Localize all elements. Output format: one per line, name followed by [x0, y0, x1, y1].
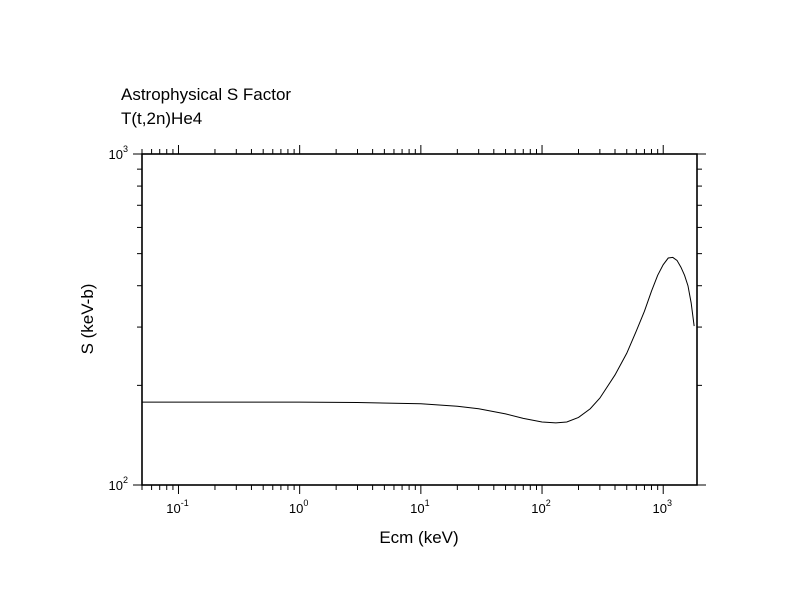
plot-frame: [141, 153, 698, 486]
x-tick-label: 102: [531, 498, 550, 516]
series-line: [142, 256, 695, 424]
ticks-layer: [133, 145, 706, 494]
x-tick-label: 10-1: [166, 498, 188, 516]
chart-subtitle: T(t,2n)He4: [121, 109, 202, 128]
x-tick-label: 103: [652, 498, 671, 516]
tick-labels-layer: 10-1 100 101 102 103 102 103: [109, 144, 672, 516]
x-axis-label: Ecm (keV): [379, 528, 458, 547]
x-tick-label: 101: [410, 498, 429, 516]
y-tick-label: 102: [109, 475, 128, 493]
y-tick-label: 103: [109, 144, 128, 162]
chart-title: Astrophysical S Factor: [121, 85, 291, 104]
x-tick-label: 100: [289, 498, 308, 516]
y-axis-label: S (keV-b): [78, 284, 97, 355]
